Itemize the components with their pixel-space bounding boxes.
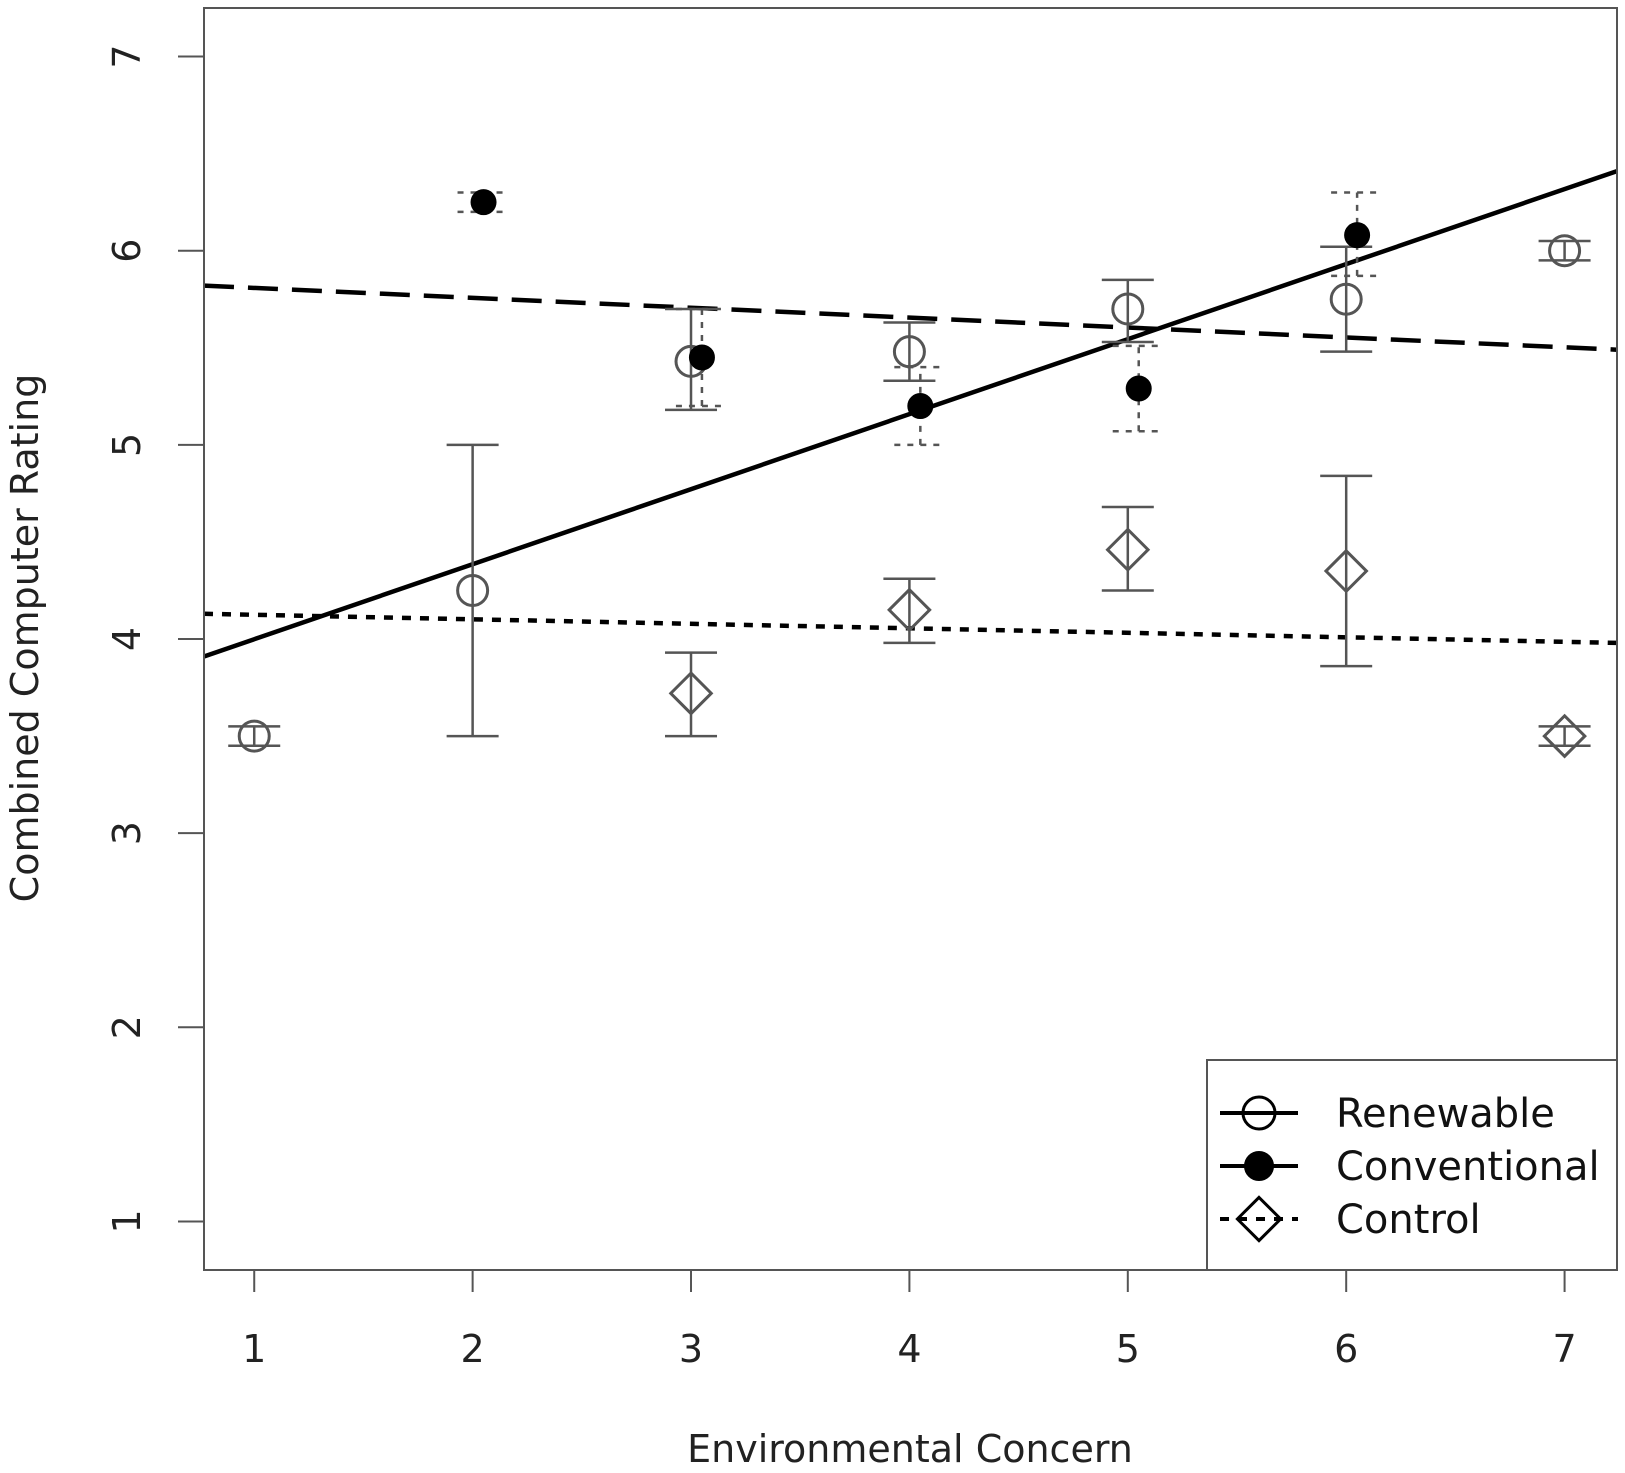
y-tick-label: 2	[105, 1015, 149, 1039]
data-point-renewable	[1548, 234, 1582, 268]
y-tick-label: 7	[105, 44, 149, 68]
error-bar-control	[1320, 474, 1373, 668]
y-tick-label: 1	[105, 1209, 149, 1233]
data-point-conventional	[1125, 375, 1152, 402]
error-bar-renewable	[1101, 278, 1154, 344]
data-points	[237, 189, 1587, 759]
data-point-renewable	[1329, 282, 1363, 316]
data-point-conventional	[907, 393, 934, 420]
data-point-renewable	[1111, 292, 1145, 326]
legend: Renewable Conventional Control	[1206, 1059, 1618, 1271]
data-point-renewable	[892, 335, 926, 369]
data-point-control	[668, 670, 714, 716]
legend-label-renewable: Renewable	[1336, 1091, 1555, 1137]
legend-marker-renewable	[1241, 1095, 1277, 1131]
error-bars	[228, 191, 1591, 748]
data-point-control	[887, 587, 932, 633]
error-bar-renewable	[883, 321, 936, 383]
x-tick-label: 2	[461, 1327, 485, 1371]
error-bar-conventional	[675, 307, 728, 408]
error-bar-renewable	[446, 443, 499, 738]
error-bar-renewable	[1320, 245, 1373, 353]
y-axis: 1 2 3 4 5 6 7	[105, 44, 205, 1234]
y-tick-label: 4	[105, 627, 149, 651]
x-axis: 1 2 3 4 5 6 7	[242, 1269, 1577, 1371]
y-axis-title: Combined Computer Rating	[3, 374, 47, 903]
x-tick-label: 3	[679, 1327, 703, 1371]
error-bar-renewable	[1538, 239, 1591, 262]
x-tick-label: 4	[897, 1327, 921, 1371]
data-point-renewable	[237, 719, 271, 753]
fit-line-conventional	[203, 283, 1618, 352]
y-tick-label: 3	[105, 821, 149, 845]
y-tick-label: 6	[105, 239, 149, 263]
data-point-conventional	[470, 189, 497, 216]
data-point-control	[1323, 548, 1369, 594]
legend-label-conventional: Conventional	[1336, 1144, 1600, 1190]
x-tick-label: 5	[1116, 1327, 1140, 1371]
y-tick-label: 5	[105, 433, 149, 457]
error-bar-renewable	[228, 725, 281, 748]
data-point-conventional	[1344, 222, 1371, 249]
legend-marker-control	[1235, 1195, 1283, 1243]
x-tick-label: 1	[242, 1327, 266, 1371]
legend-marker-conventional	[1244, 1151, 1274, 1181]
error-bar-control	[1101, 505, 1154, 592]
error-bar-conventional	[894, 365, 947, 447]
error-bar-control	[665, 651, 718, 738]
data-point-renewable	[456, 573, 490, 607]
legend-label-control: Control	[1336, 1197, 1481, 1243]
data-point-conventional	[688, 344, 715, 371]
data-point-control	[1542, 713, 1587, 759]
x-tick-label: 7	[1552, 1327, 1576, 1371]
x-axis-title: Environmental Concern	[687, 1427, 1133, 1471]
error-bar-control	[1538, 725, 1591, 748]
x-tick-label: 6	[1334, 1327, 1358, 1371]
data-point-control	[1105, 527, 1151, 573]
